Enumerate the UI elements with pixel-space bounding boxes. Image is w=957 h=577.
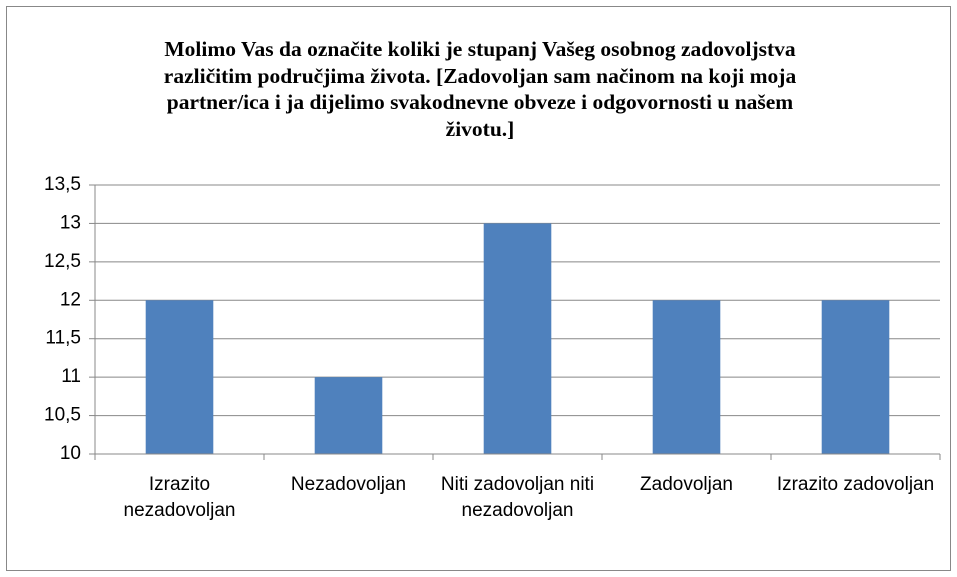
bar [652,300,721,454]
x-tick-label: Nezadovoljan [290,474,407,495]
chart-border [6,6,951,571]
y-tick-label: 13,5 [44,174,81,195]
bar [483,223,552,454]
bar [145,300,214,454]
y-tick-label: 12 [60,289,81,310]
y-tick-label: 11 [61,366,81,387]
y-tick-label: 11,5 [45,328,81,349]
y-tick-label: 12,5 [44,251,81,272]
bar [314,377,383,454]
x-tick-label: Zadovoljan [640,474,733,495]
y-tick-label: 10 [60,443,81,464]
x-tick-label: Izrazito zadovoljan [776,474,935,495]
bar [821,300,890,454]
x-tick-label: Izrazito nezadovoljan [123,474,236,521]
y-tick-label: 13 [60,212,81,233]
chart-title: Molimo Vas da označite koliki je stupanj… [163,37,797,141]
y-tick-label: 10,5 [44,405,81,426]
x-tick-label: Niti zadovoljan niti nezadovoljan [440,474,595,521]
